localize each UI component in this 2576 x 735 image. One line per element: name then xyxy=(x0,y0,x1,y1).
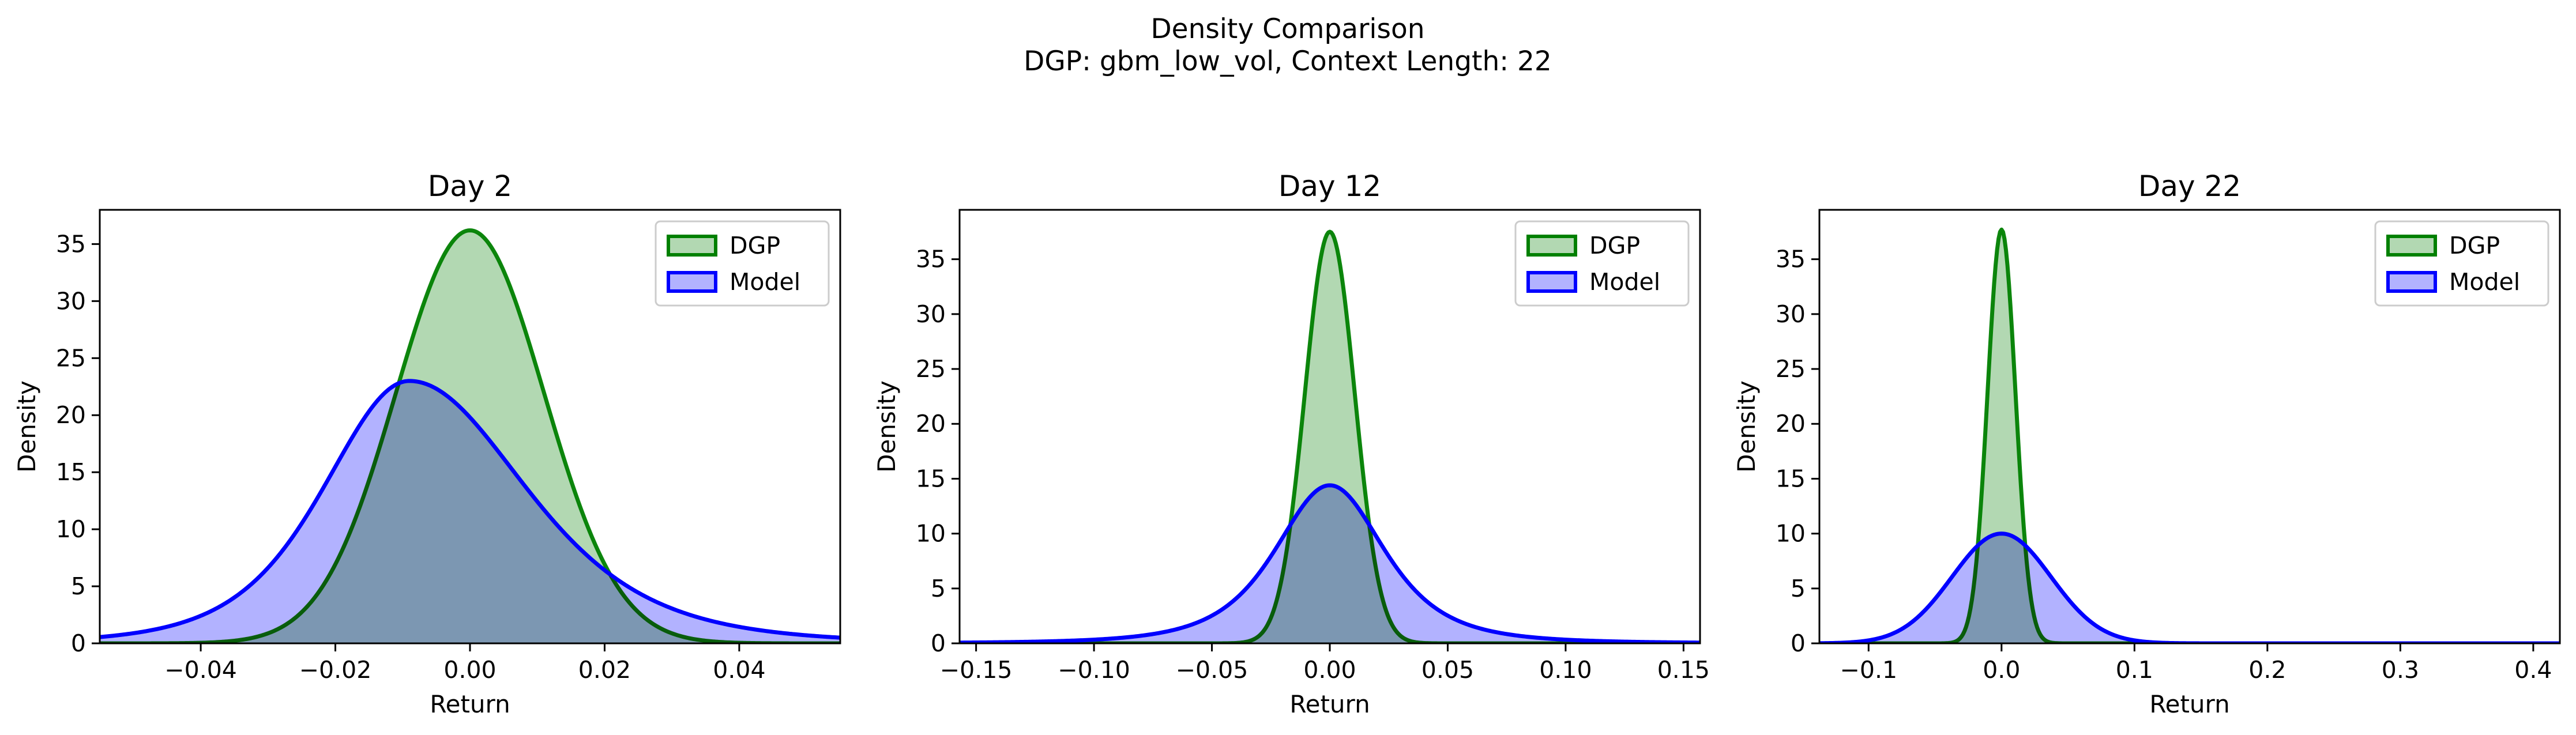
x-tick-label: 0.05 xyxy=(1421,656,1474,684)
legend: DGP Model xyxy=(2374,220,2549,307)
y-tick-label: 25 xyxy=(1776,355,1806,383)
y-tick-label: 35 xyxy=(1776,246,1806,273)
y-tick-label: 20 xyxy=(1776,410,1806,438)
density-fill-model xyxy=(1819,533,2560,643)
y-tick-label: 25 xyxy=(56,344,86,372)
y-tick-label: 35 xyxy=(56,230,86,258)
y-tick-label: 15 xyxy=(56,458,86,486)
x-tick-label: −0.05 xyxy=(1176,656,1248,684)
legend-label-model: Model xyxy=(729,268,800,296)
density-fill-model xyxy=(100,380,840,643)
y-tick-label: 15 xyxy=(916,465,946,492)
panel-title: Day 12 xyxy=(1278,169,1381,203)
x-tick-label: 0.15 xyxy=(1657,656,1710,684)
y-tick-label: 5 xyxy=(1791,575,1806,602)
y-tick-label: 5 xyxy=(931,575,946,602)
plot-frame xyxy=(1818,209,2561,644)
y-tick-label: 0 xyxy=(1791,630,1806,657)
legend-swatch-dgp xyxy=(2386,235,2437,257)
density-line-model xyxy=(960,483,1700,643)
y-tick-label: 30 xyxy=(56,287,86,315)
panel-1: −0.04 −0.02 0.00 0.02 0.04 0 5 10 15 20 25 30 35 Day … xyxy=(13,169,841,718)
figure-subtitle: DGP: gbm_low_vol, Context Length: 22 xyxy=(1024,46,1552,77)
x-tick-label: 0.02 xyxy=(578,656,631,684)
y-tick-label: 0 xyxy=(931,630,946,657)
y-tick-label: 10 xyxy=(56,515,86,543)
x-tick-label: 0.04 xyxy=(713,656,765,684)
y-tick-label: 30 xyxy=(916,300,946,328)
density-fill-model xyxy=(960,485,1700,643)
legend-swatch-dgp xyxy=(667,235,717,257)
x-tick-label: 0.1 xyxy=(2116,656,2153,684)
legend: DGP Model xyxy=(655,220,830,307)
legend-label-model: Model xyxy=(2449,268,2520,296)
plot-area xyxy=(100,228,840,643)
x-tick-label: −0.10 xyxy=(1058,656,1130,684)
x-tick-label: 0.2 xyxy=(2248,656,2286,684)
x-tick-label: 0.3 xyxy=(2382,656,2419,684)
y-tick-label: 20 xyxy=(56,401,86,429)
y-axis-label: Density xyxy=(13,380,41,473)
x-axis-label: Return xyxy=(430,690,510,718)
plot-area xyxy=(960,229,1700,643)
x-tick-label: 0.10 xyxy=(1539,656,1592,684)
y-tick-label: 20 xyxy=(916,410,946,438)
x-tick-label: −0.02 xyxy=(299,656,372,684)
legend-label-dgp: DGP xyxy=(1589,232,1640,259)
panels: −0.04 −0.02 0.00 0.02 0.0405101520253035Day … xyxy=(13,169,2561,718)
x-tick-label: 0.00 xyxy=(443,656,496,684)
x-axis-label: Return xyxy=(1289,690,1370,718)
x-axis-label: Return xyxy=(2149,690,2229,718)
legend-swatch-model xyxy=(2386,271,2437,293)
figure-title: Density Comparison xyxy=(1150,13,1424,45)
x-tick-label: 0.0 xyxy=(1983,656,2020,684)
density-fill-dgp xyxy=(960,232,1700,643)
y-tick-label: 30 xyxy=(1776,300,1806,328)
panel-title: Day 22 xyxy=(2138,169,2241,203)
legend-swatch-model xyxy=(1526,271,1577,293)
density-line-model xyxy=(100,379,840,640)
y-tick-label: 5 xyxy=(71,572,86,600)
legend-swatch-model xyxy=(667,271,717,293)
legend-label-model: Model xyxy=(1589,268,1660,296)
legend-swatch-dgp xyxy=(1526,235,1577,257)
legend-label-dgp: DGP xyxy=(729,232,780,259)
x-tick-label: 0.4 xyxy=(2514,656,2552,684)
x-tick-label: 0.00 xyxy=(1303,656,1356,684)
y-tick-label: 35 xyxy=(916,246,946,273)
y-tick-label: 10 xyxy=(916,520,946,548)
y-tick-label: 15 xyxy=(1776,465,1806,492)
panel-3: −0.1 0.0 0.1 0.2 0.3 0.4 0 5 10 15 20 25 30 35 Day 22 R… xyxy=(1732,169,2561,718)
y-tick-label: 0 xyxy=(71,630,86,657)
y-axis-label: Density xyxy=(873,380,901,473)
y-axis-label: Density xyxy=(1732,380,1761,473)
x-tick-label: −0.04 xyxy=(164,656,237,684)
legend: DGP Model xyxy=(1514,220,1690,307)
panel-title: Day 2 xyxy=(428,169,512,203)
x-tick-label: −0.15 xyxy=(940,656,1013,684)
legend-label-dgp: DGP xyxy=(2449,232,2500,259)
density-line-dgp xyxy=(960,229,1700,643)
panel-2: −0.15 −0.10 −0.05 0.00 0.05 0.10 0.15 0 5 10 15 20 2… xyxy=(873,169,1710,718)
y-tick-label: 10 xyxy=(1776,520,1806,548)
y-tick-label: 25 xyxy=(916,355,946,383)
x-tick-label: −0.1 xyxy=(1840,656,1898,684)
